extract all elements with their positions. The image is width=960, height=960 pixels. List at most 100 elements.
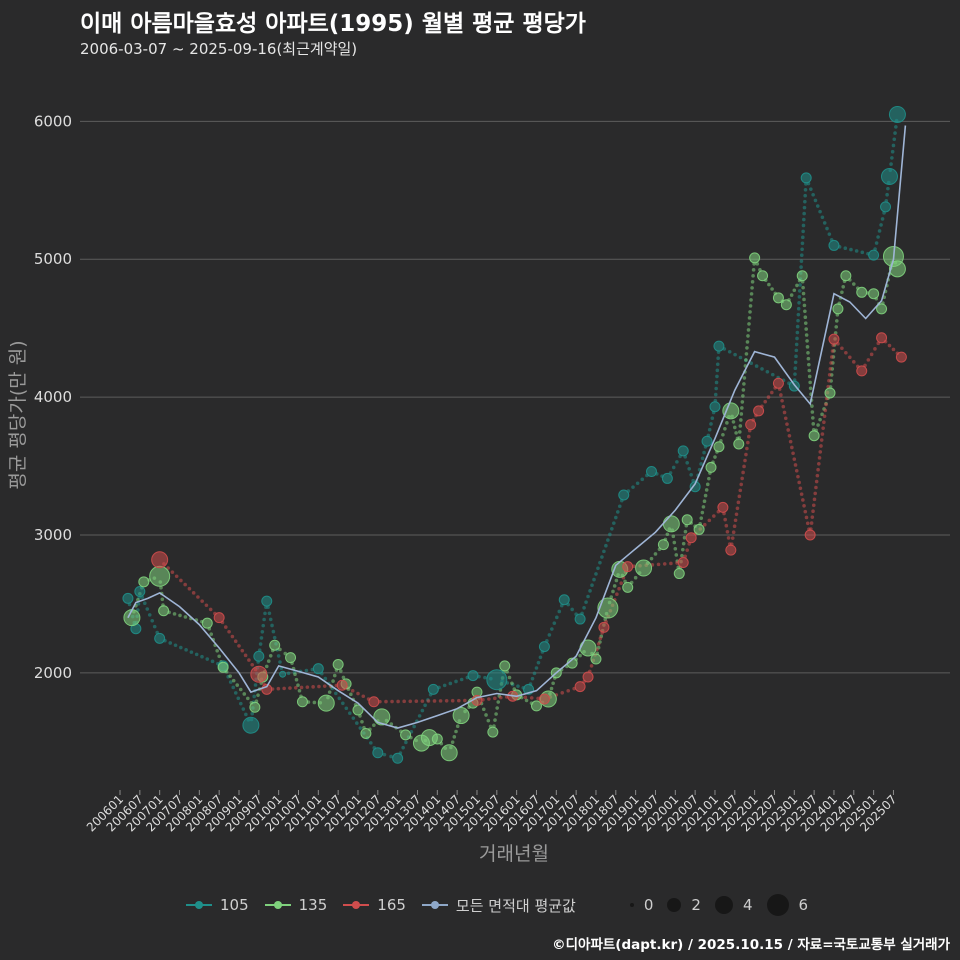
series-165-point — [622, 561, 634, 573]
series-105-trail-dot — [749, 361, 754, 366]
series-105-point — [242, 716, 260, 734]
series-135-trail-dot — [217, 654, 221, 659]
series-105-trail-dot — [382, 752, 387, 757]
series-135-trail-dot — [633, 575, 638, 580]
series-135-trail-dot — [246, 696, 250, 701]
series-135-trail-dot — [749, 298, 753, 302]
series-105-trail-dot — [168, 641, 173, 645]
series-105-trail-dot — [557, 609, 562, 614]
series-165-trail-dot — [811, 503, 816, 508]
series-135-trail-dot — [807, 374, 812, 379]
series-105-point — [427, 683, 439, 695]
series-165-point — [856, 365, 868, 377]
series-105-point — [467, 670, 479, 682]
series-105-trail-dot — [877, 229, 882, 233]
series-105-trail-dot — [594, 572, 598, 576]
series-165-trail-dot — [797, 480, 801, 485]
series-105-point — [800, 172, 812, 184]
series-165-trail-dot — [815, 473, 820, 478]
series-105-trail-dot — [582, 605, 586, 610]
series-165-trail-dot — [293, 685, 298, 690]
chart-subtitle: 2006-03-07 ~ 2025-09-16(최근계약일) — [80, 40, 358, 58]
series-165-point — [876, 332, 888, 344]
series-105-point — [253, 650, 265, 662]
series-135-trail-dot — [172, 612, 177, 616]
series-105-trail-dot — [262, 617, 266, 622]
series-165-trail-dot — [712, 514, 716, 518]
series-135-trail-dot — [493, 718, 497, 722]
series-165-trail-dot — [829, 355, 834, 359]
series-105-trail-dot — [584, 600, 588, 604]
series-165-trail-dot — [444, 698, 449, 703]
series-165-trail-dot — [780, 398, 784, 403]
series-165-point — [250, 665, 268, 683]
series-135-point — [808, 430, 820, 442]
series-105-trail-dot — [890, 156, 894, 160]
series-135-trail-dot — [486, 718, 491, 723]
series-165-point — [753, 405, 765, 417]
series-135-point — [269, 639, 281, 651]
series-105-trail-dot — [671, 465, 676, 470]
series-165-trail-dot — [866, 358, 871, 362]
series-105-trail-dot — [147, 613, 152, 617]
series-105-trail-dot — [827, 232, 832, 236]
series-165-trail-dot — [282, 686, 286, 691]
series-105-trail-dot — [588, 589, 592, 593]
series-165-trail-dot — [166, 566, 170, 570]
series-105-trail-dot — [210, 659, 215, 664]
size-legend-label-6: 6 — [798, 896, 809, 914]
series-165-trail-dot — [390, 699, 394, 704]
series-165-trail-dot — [247, 658, 251, 662]
series-165-trail-dot — [350, 688, 355, 693]
series-165-trail-dot — [851, 360, 856, 364]
series-135-trail-dot — [810, 404, 814, 408]
series-165-trail-dot — [821, 426, 825, 430]
series-135-trail-dot — [455, 724, 460, 728]
chart-title: 이매 아름마을효성 아파트(1995) 월별 평균 평당가 — [80, 11, 586, 37]
series-165-trail-dot — [208, 607, 213, 612]
series-105-trail-dot — [271, 629, 276, 634]
series-105-trail-dot — [825, 226, 829, 231]
series-105-trail-dot — [590, 583, 594, 588]
series-135-trail-dot — [349, 692, 353, 697]
series-135-trail-dot — [713, 455, 717, 459]
series-135-trail-dot — [746, 328, 751, 332]
series-105-trail-dot — [794, 354, 798, 359]
series-135-point — [713, 441, 725, 453]
series-105-trail-dot — [796, 306, 801, 311]
series-105-trail-dot — [811, 192, 815, 197]
series-105-trail-dot — [205, 657, 210, 661]
series-165-trail-dot — [223, 625, 228, 629]
series-165-trail-dot — [432, 699, 437, 703]
series-165-trail-dot — [408, 699, 413, 704]
series-105-trail-dot — [801, 223, 806, 228]
series-105-trail-dot — [516, 684, 520, 688]
series-135-trail-dot — [702, 499, 707, 504]
series-165-trail-dot — [746, 440, 750, 445]
series-135-trail-dot — [807, 362, 811, 367]
series-135-trail-dot — [806, 356, 811, 361]
series-105-trail-dot — [793, 372, 797, 376]
series-135-trail-dot — [293, 672, 297, 676]
size-legend-label-0: 0 — [643, 896, 654, 914]
legend-item-105: 105 — [184, 894, 249, 916]
legend-item-135: 135 — [263, 894, 327, 916]
series-135-trail-dot — [744, 352, 749, 356]
series-105-trail-dot — [818, 209, 822, 214]
series-135-trail-dot — [700, 510, 705, 515]
series-165-trail-dot — [619, 581, 624, 586]
series-165-point — [725, 544, 737, 556]
series-165-trail-dot — [738, 488, 743, 493]
series-165-trail-dot — [792, 457, 797, 461]
series-135-trail-dot — [808, 380, 812, 385]
series-135-trail-dot — [495, 706, 499, 710]
series-135-trail-dot — [297, 688, 302, 693]
series-105-trail-dot — [552, 621, 557, 625]
series-165-trail-dot — [438, 699, 443, 703]
series-105-trail-dot — [800, 247, 804, 252]
series-165-trail-dot — [456, 698, 461, 703]
series-135-trail-dot — [611, 589, 615, 594]
series-105-point — [618, 489, 630, 501]
series-165-trail-dot — [791, 451, 795, 456]
series-135-trail-dot — [268, 654, 273, 658]
